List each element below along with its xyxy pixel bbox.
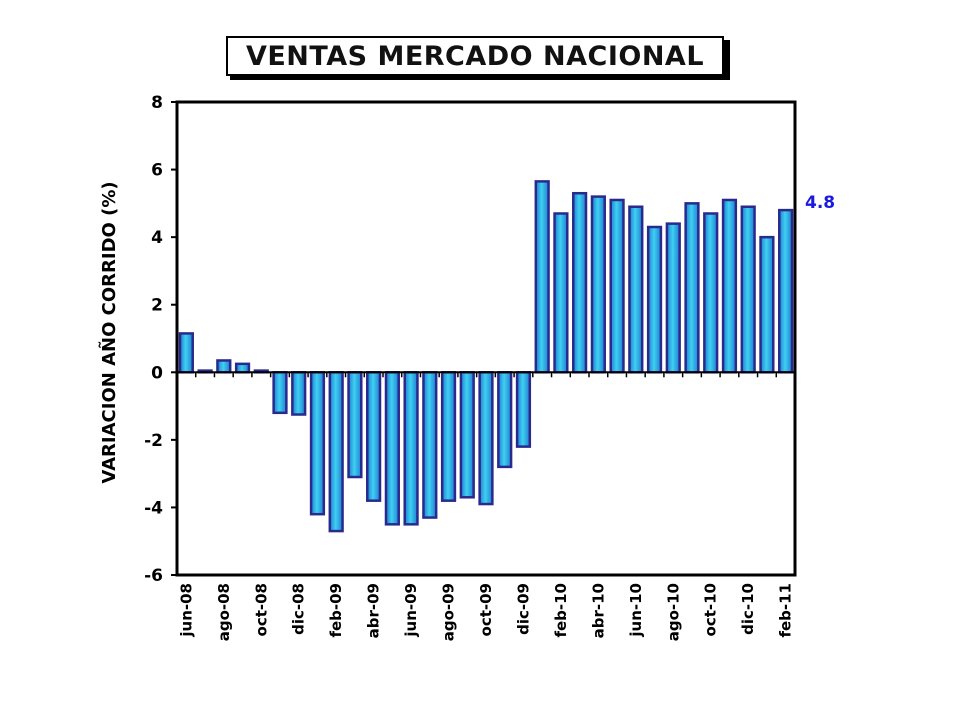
bar-nov-10 bbox=[721, 198, 738, 374]
bar-sep-09 bbox=[459, 371, 475, 499]
labels-group: 8 6 4 2 0 -2 -4 -6 jun-08 ago-08 oct-08 dic-08 feb-0… bbox=[97, 93, 835, 641]
x-tick-label: jun-08 bbox=[177, 583, 195, 638]
plot-frame bbox=[175, 100, 797, 577]
bar-jun-10 bbox=[628, 205, 644, 374]
bar-feb-11 bbox=[778, 208, 794, 374]
x-tick-label: dic-10 bbox=[739, 583, 757, 635]
last-value-annotation: 4.8 bbox=[805, 193, 835, 213]
x-tick-label: feb-10 bbox=[552, 583, 570, 638]
x-tick-label: jun-10 bbox=[627, 583, 645, 638]
chart-title-box: VENTAS MERCADO NACIONAL bbox=[226, 36, 724, 76]
y-tick-label: -4 bbox=[144, 498, 163, 518]
x-tick-label: abr-10 bbox=[589, 583, 607, 638]
y-tick-label: 6 bbox=[151, 161, 163, 181]
bar-mar-09 bbox=[347, 371, 363, 479]
bar-oct-09 bbox=[478, 371, 494, 506]
bar-ene-09 bbox=[309, 371, 326, 516]
y-tick-label: -6 bbox=[144, 566, 163, 586]
bar-jul-09 bbox=[422, 371, 438, 519]
chart-title: VENTAS MERCADO NACIONAL bbox=[245, 40, 705, 72]
x-tick-label: ago-09 bbox=[440, 583, 458, 641]
y-tick-label: -2 bbox=[144, 431, 163, 451]
bar-ago-09 bbox=[440, 371, 457, 502]
bars-group bbox=[178, 180, 794, 533]
bar-sep-08 bbox=[234, 362, 251, 374]
bar-dic-09 bbox=[515, 371, 532, 448]
bar-sep-10 bbox=[684, 202, 700, 374]
x-tick-label: abr-09 bbox=[365, 583, 383, 638]
bar-ene-10 bbox=[534, 180, 550, 374]
x-tick-label: dic-08 bbox=[290, 583, 308, 635]
x-tick-label: oct-08 bbox=[252, 583, 270, 636]
bar-ago-10 bbox=[665, 222, 681, 374]
bar-abr-09 bbox=[366, 371, 382, 502]
x-tick-label: ago-08 bbox=[215, 583, 233, 641]
x-tick-label: feb-11 bbox=[777, 583, 795, 638]
bar-ago-08 bbox=[216, 359, 232, 374]
bar-oct-10 bbox=[703, 212, 719, 374]
y-axis-title: VARIACION AÑO CORRIDO (%) bbox=[97, 181, 120, 483]
y-tick-label: 2 bbox=[151, 296, 163, 316]
y-tick-label: 8 bbox=[151, 93, 163, 113]
bar-ene-11 bbox=[759, 235, 775, 374]
bar-jul-10 bbox=[646, 225, 663, 374]
x-tick-label: ago-10 bbox=[664, 583, 682, 641]
x-tick-label: oct-09 bbox=[477, 583, 495, 636]
bar-dic-10 bbox=[740, 205, 756, 374]
x-tick-label: dic-09 bbox=[514, 583, 532, 635]
bar-nov-08 bbox=[272, 371, 288, 415]
bar-feb-09 bbox=[328, 371, 344, 533]
bar-nov-09 bbox=[497, 371, 513, 469]
y-tick-label: 0 bbox=[151, 363, 163, 383]
bar-abr-10 bbox=[590, 195, 606, 374]
bar-jun-09 bbox=[403, 371, 419, 526]
bar-mar-10 bbox=[572, 191, 588, 374]
bar-feb-10 bbox=[553, 212, 569, 374]
bar-dic-08 bbox=[291, 371, 307, 416]
bar-may-10 bbox=[609, 198, 625, 374]
x-tick-label: feb-09 bbox=[327, 583, 345, 638]
axes-group bbox=[171, 100, 797, 577]
bar-may-09 bbox=[384, 371, 400, 526]
x-tick-label: jun-09 bbox=[402, 583, 420, 638]
y-tick-label: 4 bbox=[151, 228, 163, 248]
bar-jun-08 bbox=[178, 332, 194, 374]
x-tick-label: oct-10 bbox=[702, 583, 720, 636]
